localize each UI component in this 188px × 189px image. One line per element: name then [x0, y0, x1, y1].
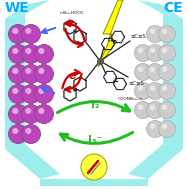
Circle shape [8, 64, 27, 84]
Circle shape [25, 28, 31, 34]
Circle shape [35, 44, 54, 64]
Text: CE: CE [163, 1, 183, 15]
Circle shape [21, 84, 40, 104]
Circle shape [12, 108, 18, 114]
Circle shape [25, 128, 31, 134]
Circle shape [146, 101, 164, 119]
Text: e: e [68, 71, 76, 81]
Circle shape [35, 64, 54, 84]
Circle shape [8, 25, 27, 43]
Circle shape [146, 44, 164, 61]
Circle shape [162, 86, 167, 91]
Circle shape [162, 124, 167, 129]
Circle shape [162, 105, 167, 110]
Circle shape [21, 64, 40, 84]
Circle shape [12, 28, 18, 34]
Text: ≡C≡S: ≡C≡S [128, 81, 144, 86]
Text: ≡C≡S: ≡C≡S [130, 34, 146, 39]
Circle shape [138, 48, 143, 53]
Circle shape [81, 154, 107, 180]
Polygon shape [98, 0, 123, 67]
Circle shape [146, 121, 164, 138]
Text: I₂: I₂ [91, 100, 99, 110]
Circle shape [146, 83, 164, 99]
Circle shape [25, 68, 31, 74]
Circle shape [38, 108, 44, 114]
Polygon shape [138, 0, 183, 19]
Circle shape [158, 101, 176, 119]
Circle shape [8, 125, 27, 143]
Circle shape [150, 67, 155, 72]
Text: I₃⁻: I₃⁻ [88, 135, 102, 145]
Circle shape [8, 105, 27, 123]
Circle shape [138, 67, 143, 72]
Circle shape [35, 105, 54, 123]
Circle shape [150, 86, 155, 91]
Circle shape [162, 48, 167, 53]
Text: WE: WE [5, 1, 30, 15]
Circle shape [158, 64, 176, 81]
Circle shape [162, 29, 167, 34]
Circle shape [38, 68, 44, 74]
Circle shape [150, 29, 155, 34]
Circle shape [38, 48, 44, 54]
Polygon shape [5, 144, 60, 179]
Text: e: e [66, 18, 74, 28]
Circle shape [158, 26, 176, 43]
Circle shape [138, 105, 143, 110]
Circle shape [134, 64, 152, 81]
Circle shape [138, 86, 143, 91]
Polygon shape [5, 0, 50, 19]
Circle shape [25, 108, 31, 114]
Circle shape [12, 88, 18, 94]
Circle shape [21, 25, 40, 43]
Circle shape [21, 125, 40, 143]
Polygon shape [5, 14, 25, 149]
Circle shape [146, 64, 164, 81]
Text: n-Bu₄HOOC: n-Bu₄HOOC [60, 11, 85, 15]
Polygon shape [128, 144, 183, 179]
Circle shape [134, 83, 152, 99]
Circle shape [12, 48, 18, 54]
Circle shape [12, 128, 18, 134]
Circle shape [38, 88, 44, 94]
Polygon shape [40, 179, 148, 186]
Circle shape [21, 44, 40, 64]
Polygon shape [163, 14, 183, 149]
Circle shape [134, 44, 152, 61]
Circle shape [21, 105, 40, 123]
Circle shape [150, 105, 155, 110]
Circle shape [12, 68, 18, 74]
Circle shape [134, 101, 152, 119]
Circle shape [150, 124, 155, 129]
Circle shape [158, 44, 176, 61]
Circle shape [158, 121, 176, 138]
Circle shape [146, 26, 164, 43]
Circle shape [35, 84, 54, 104]
Circle shape [8, 44, 27, 64]
Circle shape [150, 48, 155, 53]
Circle shape [158, 83, 176, 99]
Circle shape [8, 84, 27, 104]
Circle shape [162, 67, 167, 72]
Circle shape [25, 88, 31, 94]
Circle shape [25, 48, 31, 54]
Text: COONBu₄-n: COONBu₄-n [118, 97, 143, 101]
